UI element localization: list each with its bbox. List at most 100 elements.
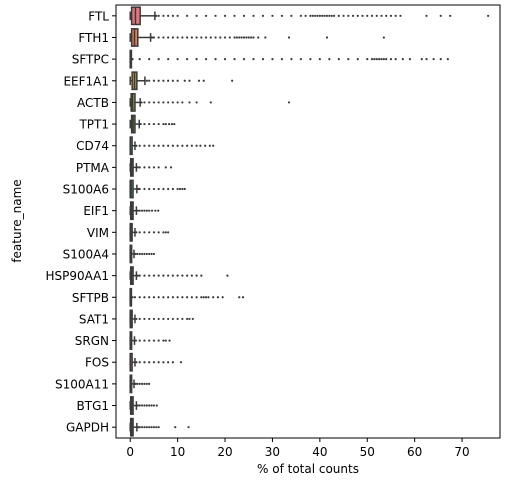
outlier-point [162, 144, 165, 147]
outlier-point [155, 404, 158, 407]
outlier-point [138, 166, 141, 169]
outlier-point [207, 296, 210, 299]
outlier-point [148, 274, 151, 277]
outlier-point [162, 101, 165, 104]
outlier-point [138, 231, 141, 234]
outlier-point [157, 101, 160, 104]
outlier-point [162, 36, 165, 39]
y-tick-label: SRGN [75, 334, 109, 348]
outlier-point [186, 274, 189, 277]
x-axis-label: % of total counts [257, 462, 359, 476]
outlier-point [382, 58, 385, 61]
outlier-point [162, 231, 165, 234]
outlier-point [280, 58, 284, 61]
outlier-point [223, 14, 227, 17]
outlier-point [173, 122, 176, 126]
outlier-point [154, 209, 157, 212]
outlier-point [167, 274, 170, 277]
outlier-point [157, 317, 160, 321]
outlier-point [145, 404, 148, 407]
outlier-point [342, 14, 345, 17]
outlier-point [167, 79, 170, 82]
outlier-point [287, 101, 291, 104]
outlier-point [176, 36, 179, 39]
outlier-point [389, 14, 393, 17]
outlier-point [356, 14, 359, 17]
outlier-point [171, 144, 174, 147]
outlier-point [328, 58, 331, 61]
outlier-point [190, 36, 193, 39]
outlier-point [186, 144, 189, 147]
outlier-point [290, 58, 293, 61]
y-tick-label: EEF1A1 [63, 74, 109, 88]
box-vim [129, 222, 170, 242]
outlier-point [152, 274, 156, 277]
outlier-point [138, 274, 141, 277]
y-axis: FTL FTH1 SFTPC EEF1A1 ACTB TPT1 CD74 PTMA S100A6… [45, 9, 116, 435]
outlier-point [152, 187, 156, 191]
y-tick-label: SFTPB [72, 291, 109, 305]
y-tick-label: TPT1 [78, 118, 109, 132]
outlier-point [214, 58, 217, 61]
outlier-point [231, 79, 234, 82]
outlier-point [202, 296, 205, 299]
outlier-point [171, 317, 174, 321]
outlier-point [152, 79, 156, 82]
outlier-point [200, 296, 203, 299]
outlier-point [325, 14, 329, 17]
outlier-point [152, 361, 156, 364]
plot-frame [115, 4, 501, 439]
box-sftpc [129, 49, 449, 69]
outlier-point [179, 361, 183, 364]
outlier-point [171, 14, 174, 17]
outlier-point [242, 58, 246, 61]
outlier-point [152, 252, 156, 256]
outlier-point [247, 36, 250, 39]
box-hsp90aa1 [129, 266, 229, 286]
outlier-point [197, 79, 201, 82]
outlier-point [257, 36, 260, 39]
outlier-point [140, 382, 144, 385]
outlier-point [186, 296, 189, 299]
box-eef1a1 [129, 71, 234, 91]
outlier-point [425, 58, 428, 61]
outlier-point [138, 209, 141, 212]
outlier-point [190, 296, 193, 299]
outlier-point [143, 187, 146, 191]
outlier-point [171, 296, 174, 299]
outlier-point [233, 36, 236, 39]
outlier-point [176, 317, 179, 321]
outlier-point [191, 317, 194, 321]
outlier-point [176, 144, 179, 147]
outlier-point [235, 36, 238, 39]
outlier-point [167, 361, 170, 364]
outlier-point [337, 14, 340, 17]
outlier-point [223, 36, 227, 39]
outlier-point [150, 404, 153, 407]
outlier-point [138, 296, 141, 299]
outlier-point [150, 252, 153, 256]
y-tick-label: FTL [88, 9, 109, 23]
outlier-point [351, 14, 355, 17]
outlier-point [143, 209, 146, 212]
box-ftl [129, 6, 490, 26]
box-btg1 [129, 396, 158, 415]
outlier-point [195, 101, 198, 104]
outlier-point [375, 14, 378, 17]
outlier-point [152, 101, 156, 104]
outlier-point [385, 58, 388, 61]
outlier-point [316, 14, 319, 17]
outlier-point [143, 252, 146, 256]
outlier-point [143, 144, 146, 147]
outlier-point [167, 231, 170, 234]
outlier-point [136, 404, 139, 407]
outlier-point [176, 274, 179, 277]
outlier-point [148, 144, 151, 147]
y-tick-label: S100A6 [63, 183, 109, 197]
outlier-point [167, 144, 170, 147]
outlier-point [204, 144, 207, 147]
outlier-point [223, 58, 227, 61]
outlier-point [145, 426, 148, 429]
outlier-point [138, 58, 141, 61]
outlier-point [195, 14, 198, 17]
